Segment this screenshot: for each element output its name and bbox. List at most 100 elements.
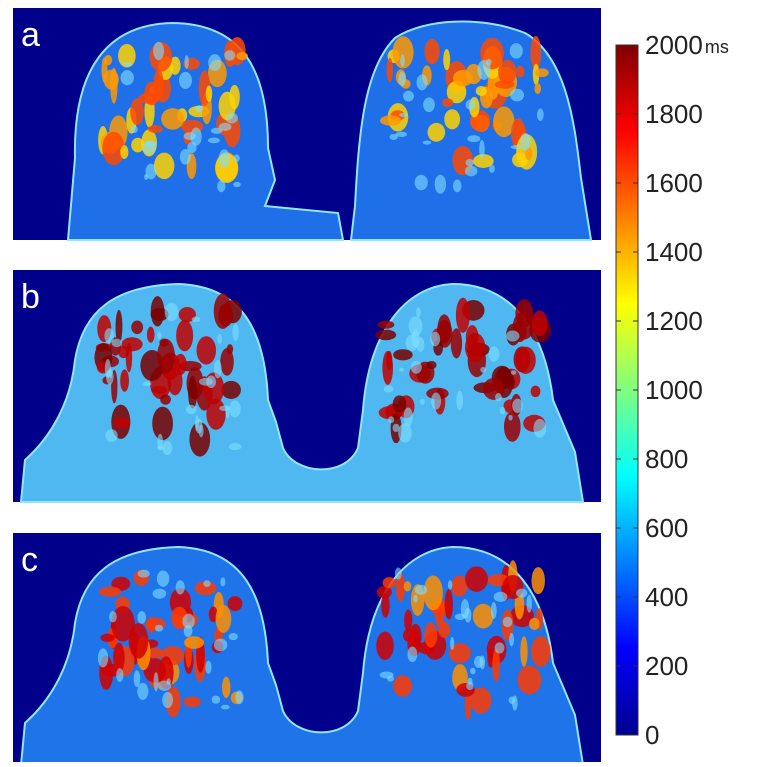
tissue-texture	[493, 591, 508, 602]
tissue-texture	[175, 580, 185, 595]
tissue-texture	[480, 366, 487, 373]
tissue-texture	[512, 398, 523, 413]
tissue-texture	[221, 380, 241, 399]
tissue-texture	[229, 400, 241, 418]
tissue-texture	[460, 599, 470, 619]
tissue-texture	[449, 643, 471, 664]
tissue-texture	[145, 163, 157, 180]
tissue-texture	[157, 433, 163, 450]
tissue-texture	[183, 624, 193, 638]
tissue-texture	[399, 112, 409, 118]
tissue-texture	[131, 137, 145, 153]
tissue-texture	[394, 567, 402, 580]
tissue-texture	[400, 54, 405, 67]
tissue-texture	[392, 36, 414, 69]
colorbar-tick-label: 0	[645, 720, 659, 750]
tissue-texture	[473, 154, 494, 168]
tissue-texture	[376, 586, 392, 599]
tissue-texture	[510, 145, 523, 150]
tissue-texture	[515, 299, 534, 328]
tissue-texture	[465, 566, 488, 592]
tissue-texture	[402, 628, 416, 643]
tissue-texture	[473, 655, 484, 668]
tissue-texture	[137, 611, 147, 624]
tissue-texture	[120, 369, 129, 392]
tissue-texture	[185, 404, 197, 415]
tissue-texture	[106, 369, 114, 385]
tissue-texture	[520, 636, 528, 667]
tissue-texture	[413, 594, 418, 603]
tissue-texture	[531, 567, 545, 595]
colorbar-tick-label: 1400	[645, 237, 703, 267]
tissue-texture	[182, 613, 195, 629]
tissue-texture	[494, 80, 515, 89]
tissue-texture	[191, 316, 201, 323]
colorbar-unit: ms	[705, 37, 729, 57]
panel-label: b	[21, 278, 40, 316]
tissue-texture	[450, 328, 463, 359]
tissue-texture	[536, 108, 544, 121]
tissue-texture	[410, 360, 422, 374]
tissue-texture	[515, 588, 528, 598]
tissue-texture	[464, 165, 478, 177]
tissue-texture	[166, 678, 171, 685]
tissue-texture	[142, 381, 152, 387]
tissue-texture	[470, 687, 492, 714]
tissue-texture	[153, 152, 175, 180]
tissue-texture	[227, 596, 243, 612]
tissue-texture	[488, 346, 500, 362]
tissue-texture	[226, 344, 234, 355]
tissue-texture	[162, 440, 173, 456]
tissue-texture	[104, 328, 115, 344]
tissue-texture	[220, 577, 226, 587]
tissue-texture	[382, 577, 397, 589]
tissue-texture	[160, 394, 171, 405]
tissue-texture	[383, 385, 394, 393]
tissue-texture	[210, 127, 223, 134]
tissue-texture	[533, 418, 547, 438]
tissue-texture	[218, 122, 232, 132]
tissue-texture	[466, 681, 474, 691]
tissue-texture	[424, 38, 440, 65]
tissue-texture	[215, 605, 232, 633]
tissue-texture	[416, 74, 428, 91]
tissue-texture	[233, 154, 240, 163]
tissue-texture	[381, 592, 390, 618]
tissue-texture	[217, 180, 226, 193]
tissue-texture	[430, 331, 441, 347]
tissue-texture	[190, 127, 202, 146]
tissue-texture	[393, 349, 413, 361]
tissue-texture	[426, 360, 437, 370]
tissue-texture	[154, 624, 164, 632]
tissue-texture	[228, 633, 238, 641]
tissue-texture	[161, 108, 185, 130]
tissue-texture	[427, 122, 446, 142]
tissue-texture	[147, 647, 164, 659]
tissue-texture	[176, 319, 194, 352]
tissue-texture	[205, 660, 212, 674]
tissue-texture	[377, 320, 395, 329]
tissue-texture	[142, 141, 157, 155]
tissue-texture	[213, 359, 222, 379]
tissue-texture	[505, 330, 520, 342]
tissue-texture	[431, 392, 442, 410]
tissue-texture	[115, 309, 123, 344]
tissue-texture	[206, 398, 226, 430]
tissue-texture	[105, 429, 118, 442]
tissue-texture	[120, 70, 134, 86]
tissue-texture	[465, 99, 476, 110]
tissue-texture	[465, 158, 474, 167]
tissue-texture	[453, 179, 462, 193]
tissue-texture	[128, 622, 149, 659]
tissue-texture	[152, 406, 173, 441]
tissue-texture	[490, 602, 497, 619]
tissue-texture	[109, 611, 117, 623]
tissue-texture	[389, 133, 398, 140]
tissue-texture	[534, 83, 542, 95]
tissue-texture	[443, 48, 451, 71]
tissue-texture	[111, 606, 135, 642]
tissue-texture	[143, 658, 167, 683]
tissue-texture	[515, 346, 536, 374]
tissue-texture	[147, 125, 163, 134]
